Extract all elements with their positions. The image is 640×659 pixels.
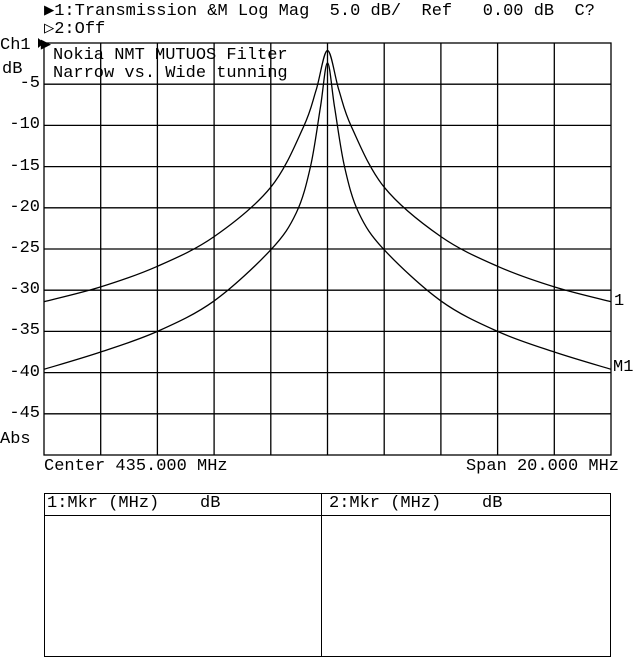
y-tick-label: -10 [9,115,40,135]
grid [38,38,612,456]
mode-label: Abs [0,430,31,449]
y-tick-label: -30 [9,280,40,300]
y-tick-label: -45 [9,403,40,423]
y-tick-label: -25 [9,239,40,258]
trace-end-label-1: 1 [614,292,625,311]
marker-col2-header: 2:Mkr (MHz) dB [329,494,503,513]
channel-label: Ch1 ▶ [0,36,52,55]
marker-table-header [45,494,610,516]
marker-table: 1:Mkr (MHz) dB 2:Mkr (MHz) dB [44,493,611,657]
trace-end-label-m1: M1 [613,358,634,377]
unit-label: dB [2,60,23,79]
y-tick-label: -15 [9,156,40,176]
trace-wide-tuning [43,49,612,303]
trace-narrow-tuning [43,62,612,370]
annotation-line-2: Narrow vs. Wide tunning [53,64,288,83]
channel2-status-line: ▷2:Off [44,20,106,39]
y-tick-label: -35 [9,321,40,341]
channel1-status-line: ▶1:Transmission &M Log Mag 5.0 dB/ Ref 0… [44,2,595,21]
marker-col1-header: 1:Mkr (MHz) dB [47,494,221,513]
reference-position-icon [38,38,44,48]
marker-table-divider [321,494,322,656]
traces [43,49,612,370]
y-tick-label: -40 [9,362,40,382]
annotation-line-1: Nokia NMT MUTUOS Filter [53,46,288,65]
span-label: Span 20.000 MHz [465,457,619,476]
center-frequency-label: Center 435.000 MHz [44,457,228,476]
y-tick-label: -20 [9,197,40,217]
y-tick-label: -5 [19,74,40,94]
